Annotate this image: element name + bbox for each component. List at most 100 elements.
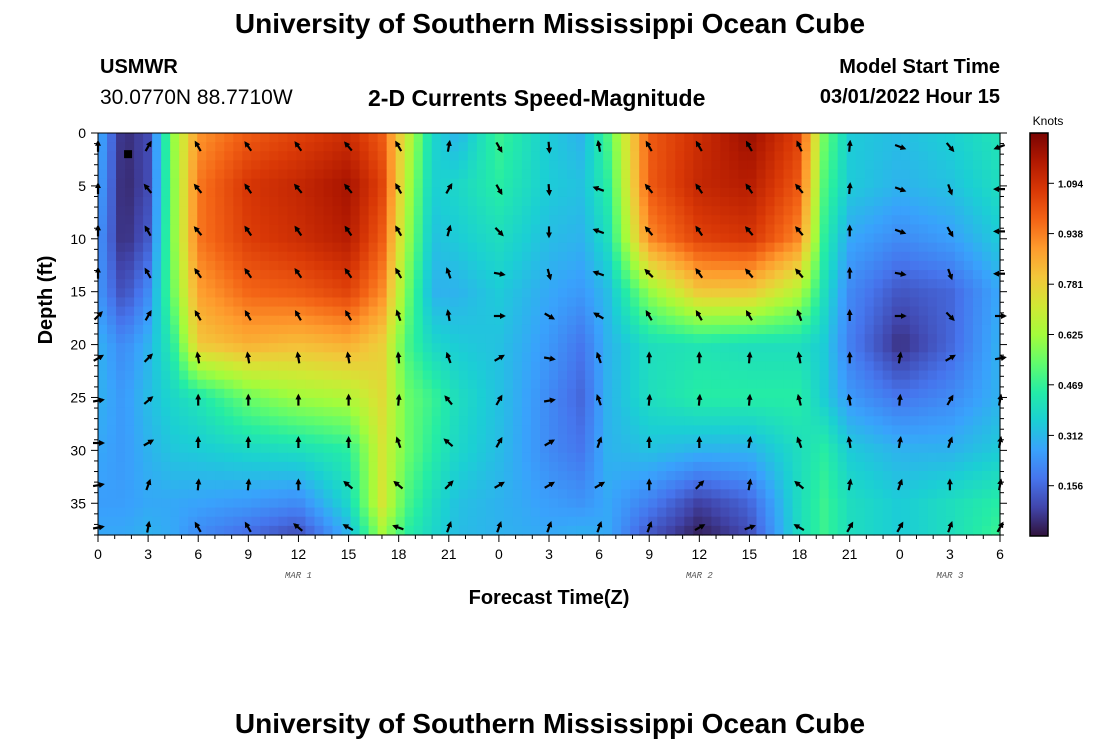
heatmap-cell: [323, 434, 334, 445]
heatmap-cell: [747, 260, 758, 271]
heatmap-cell: [269, 507, 279, 518]
heatmap-cell: [125, 397, 135, 408]
heatmap-cell: [224, 133, 234, 143]
heatmap-cell: [233, 324, 243, 335]
page-title: University of Southern Mississippi Ocean…: [234, 8, 866, 39]
heatmap-cell: [242, 425, 252, 436]
heatmap-cell: [657, 297, 667, 308]
heatmap-cell: [945, 196, 956, 207]
heatmap-cell: [702, 315, 712, 326]
heatmap-cell: [846, 370, 857, 381]
heatmap-cell: [792, 379, 803, 390]
heatmap-cell: [197, 343, 207, 353]
heatmap-cell: [494, 407, 505, 417]
heatmap-cell: [648, 178, 658, 189]
heatmap-cell: [539, 471, 550, 481]
heatmap-cell: [702, 425, 712, 436]
heatmap-cell: [855, 507, 866, 518]
heatmap-cell: [792, 288, 803, 299]
heatmap-cell: [251, 306, 261, 317]
heatmap-cell: [747, 233, 758, 244]
heatmap-cell: [152, 260, 162, 271]
heatmap-cell: [98, 452, 108, 463]
heatmap-cell: [963, 425, 974, 436]
heatmap-cell: [549, 434, 559, 445]
heatmap-cell: [197, 352, 207, 363]
heatmap-cell: [458, 260, 469, 271]
heatmap-cell: [783, 151, 794, 162]
heatmap-cell: [927, 498, 938, 509]
heatmap-cell: [269, 242, 279, 253]
heatmap-cell: [152, 160, 162, 171]
current-vector-arrow: [543, 397, 556, 404]
heatmap-cell: [855, 270, 866, 280]
heatmap-cell: [864, 361, 875, 372]
heatmap-cell: [224, 233, 234, 244]
heatmap-cell: [855, 297, 866, 308]
heatmap-cell: [702, 443, 712, 454]
heatmap-cell: [368, 215, 379, 225]
heatmap-cell: [386, 297, 397, 308]
heatmap-cell: [143, 178, 153, 189]
heatmap-cell: [152, 224, 162, 235]
heatmap-cell: [720, 196, 730, 207]
current-vector-arrow: [544, 312, 556, 320]
heatmap-cell: [485, 196, 496, 207]
heatmap-cell: [503, 407, 514, 417]
heatmap-cell: [963, 525, 974, 536]
heatmap-cell: [630, 169, 640, 180]
heatmap-cell: [332, 416, 343, 426]
heatmap-cell: [639, 279, 649, 289]
heatmap-cell: [684, 434, 694, 445]
heatmap-cell: [927, 306, 938, 317]
x-tick-label: 3: [144, 546, 152, 562]
heatmap-cell: [702, 498, 712, 509]
heatmap-cell: [341, 169, 352, 180]
heatmap-cell: [350, 142, 361, 152]
heatmap-cell: [386, 133, 397, 143]
heatmap-cell: [756, 443, 767, 454]
heatmap-cell: [359, 270, 370, 280]
heatmap-cell: [855, 306, 866, 317]
heatmap-cell: [909, 443, 920, 454]
heatmap-cell: [819, 425, 830, 436]
heatmap-cell: [404, 142, 415, 152]
heatmap-cell: [233, 215, 243, 225]
heatmap-cell: [197, 498, 207, 509]
heatmap-cell: [521, 343, 532, 353]
heatmap-cell: [810, 471, 821, 481]
heatmap-cell: [810, 288, 821, 299]
heatmap-cell: [711, 315, 721, 326]
heatmap-cell: [521, 233, 532, 244]
heatmap-cell: [233, 334, 243, 344]
heatmap-cell: [242, 169, 252, 180]
heatmap-cell: [603, 169, 613, 180]
heatmap-cell: [927, 379, 938, 390]
heatmap-cell: [188, 224, 198, 235]
heatmap-cell: [747, 196, 758, 207]
heatmap-cell: [720, 288, 730, 299]
heatmap-cell: [837, 361, 848, 372]
heatmap-cell: [233, 315, 243, 326]
heatmap-cell: [756, 480, 767, 490]
heatmap-cell: [458, 297, 469, 308]
heatmap-cell: [494, 489, 505, 500]
heatmap-cell: [756, 416, 767, 426]
heatmap-cell: [612, 224, 622, 235]
heatmap-cell: [404, 361, 415, 372]
heatmap-cell: [278, 452, 289, 463]
heatmap-cell: [981, 233, 992, 244]
heatmap-cell: [837, 224, 848, 235]
heatmap-cell: [359, 279, 370, 289]
heatmap-cell: [476, 343, 487, 353]
heatmap-cell: [630, 251, 640, 262]
current-vector-arrow: [244, 309, 252, 321]
heatmap-cell: [972, 187, 983, 198]
heatmap-cell: [657, 434, 667, 445]
heatmap-cell: [837, 480, 848, 490]
heatmap-cell: [368, 133, 379, 143]
heatmap-cell: [350, 361, 361, 372]
heatmap-cell: [116, 434, 126, 445]
current-vector-arrow: [495, 184, 503, 196]
heatmap-cell: [98, 334, 108, 344]
